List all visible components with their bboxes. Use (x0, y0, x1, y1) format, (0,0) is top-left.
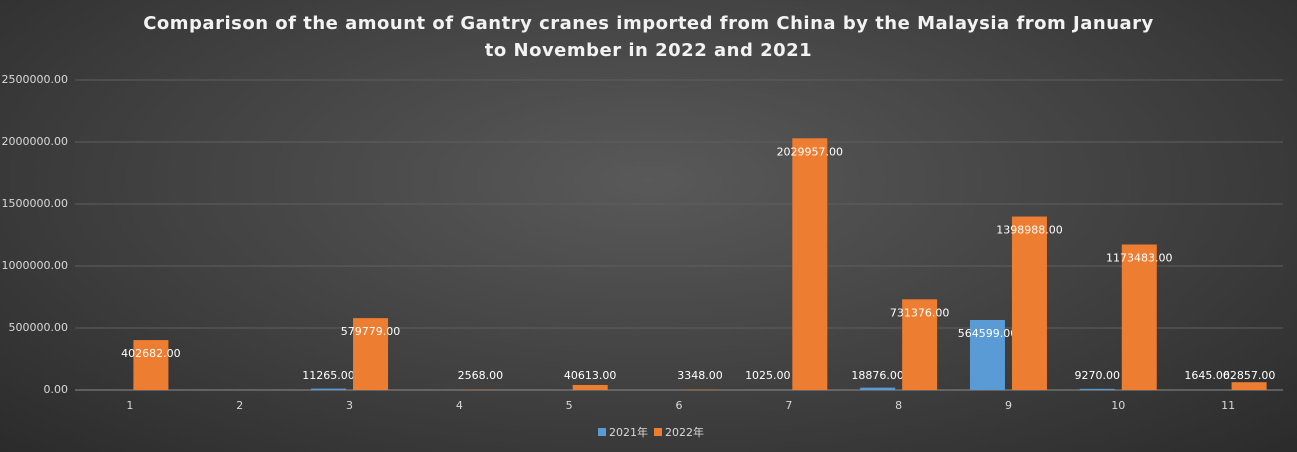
data-label: 1173483.00 (1106, 251, 1172, 264)
data-label: 9270.00 (1075, 369, 1121, 382)
y-tick-label: 1000000.00 (2, 259, 68, 272)
legend-label: 2022年 (665, 425, 704, 439)
legend-swatch (654, 428, 662, 436)
y-tick-label: 1500000.00 (2, 197, 68, 210)
y-tick-label: 0.00 (44, 383, 69, 396)
data-label: 1398988.00 (996, 224, 1062, 237)
data-label: 62857.00 (1223, 369, 1276, 382)
bar (1231, 382, 1267, 390)
legend-swatch (598, 428, 606, 436)
y-tick-label: 2500000.00 (2, 73, 68, 86)
x-tick-label: 11 (1221, 399, 1235, 412)
bar (792, 138, 828, 390)
x-tick-label: 7 (785, 399, 792, 412)
data-label: 3348.00 (677, 369, 723, 382)
bar (969, 319, 1005, 390)
data-label: 564599.00 (958, 327, 1018, 340)
x-tick-label: 5 (566, 399, 573, 412)
bar (572, 384, 608, 390)
data-label: 1025.00 (745, 369, 791, 382)
data-label: 2568.00 (458, 369, 504, 382)
x-tick-label: 4 (456, 399, 463, 412)
x-tick-label: 9 (1005, 399, 1012, 412)
x-tick-label: 1 (126, 399, 133, 412)
data-label: 40613.00 (564, 369, 617, 382)
y-tick-label: 500000.00 (9, 321, 69, 334)
data-label: 579779.00 (341, 325, 401, 338)
bar (1121, 244, 1157, 390)
x-tick-label: 3 (346, 399, 353, 412)
data-label: 1645.00 (1184, 369, 1230, 382)
y-tick-label: 2000000.00 (2, 135, 68, 148)
x-tick-label: 10 (1111, 399, 1125, 412)
data-label: 18876.00 (851, 369, 904, 382)
data-label: 402682.00 (121, 347, 181, 360)
chart-title: Comparison of the amount of Gantry crane… (143, 13, 1154, 61)
bar (133, 340, 169, 390)
bar (902, 299, 938, 390)
bar (353, 318, 389, 390)
data-label: 731376.00 (890, 306, 950, 319)
bar (1079, 388, 1115, 390)
data-label: 2029957.00 (777, 145, 843, 158)
data-label: 11265.00 (302, 369, 355, 382)
bar (311, 388, 347, 390)
bar (1011, 216, 1047, 390)
bar (860, 387, 896, 390)
x-tick-label: 8 (895, 399, 902, 412)
legend-label: 2021年 (609, 425, 648, 439)
x-tick-label: 6 (676, 399, 683, 412)
x-tick-label: 2 (236, 399, 243, 412)
